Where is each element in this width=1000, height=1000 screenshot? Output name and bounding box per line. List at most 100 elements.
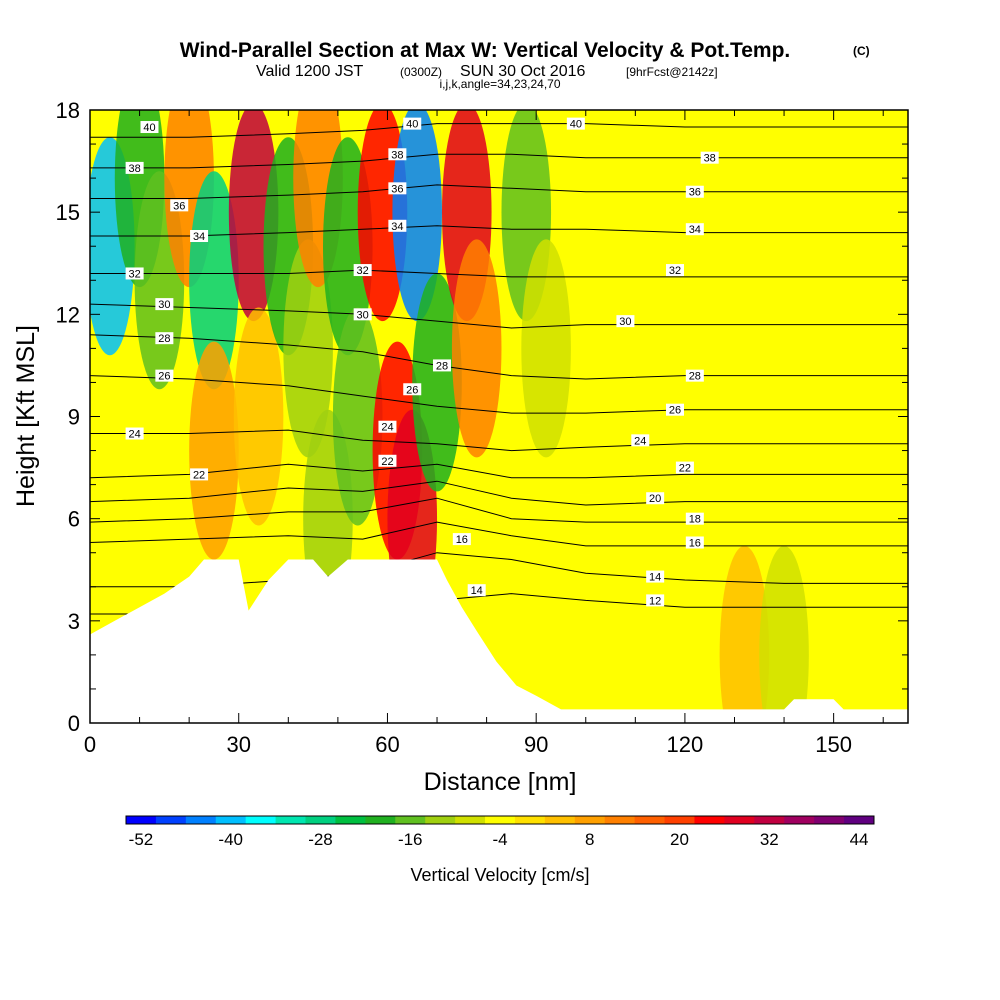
contour-label-box (388, 148, 407, 161)
contour-label-box (140, 121, 159, 134)
contour-label: 34 (388, 219, 407, 233)
contour-label-box (646, 594, 665, 607)
contour-label-text: 40 (406, 119, 418, 131)
contour-label-text: 20 (649, 493, 661, 505)
colorbar-swatch (514, 816, 546, 824)
plot-area: 40 38 36 34 32 30 28 26 24 22 40 38 36 34 32 30 28 26 24 22… (89, 109, 909, 724)
x-tick-label: 120 (667, 732, 704, 757)
contour-label-box (190, 468, 209, 481)
isentrope-34 (90, 225, 908, 237)
contour-label-text: 22 (193, 469, 205, 481)
contour-label: 26 (665, 403, 684, 417)
isentrope-32 (90, 269, 908, 278)
isentrope-26 (90, 375, 908, 414)
w-cell (412, 273, 462, 492)
contour-label-box (155, 369, 174, 382)
x-tick-label: 60 (375, 732, 399, 757)
contour-label-text: 34 (193, 231, 205, 243)
contour-label: 16 (685, 536, 704, 550)
contour-label: 40 (403, 117, 422, 131)
colorbar-swatch (814, 816, 845, 824)
colorbar-swatch (425, 816, 456, 824)
w-cell (283, 239, 333, 458)
contour-label-box (190, 230, 209, 243)
contour-label-text: 34 (689, 224, 701, 236)
contour-label-text: 24 (634, 435, 646, 447)
potential-temperature-contours (90, 123, 908, 615)
contour-label: 30 (353, 308, 372, 321)
contour-label-text: 36 (391, 183, 403, 195)
contour-label-box (125, 427, 144, 440)
colorbar-swatch (544, 816, 576, 824)
isentrope-40 (90, 123, 908, 138)
y-tick-label: 3 (68, 609, 80, 634)
contour-label-box (432, 359, 451, 372)
contour-label-box (675, 461, 694, 474)
w-cell (332, 307, 383, 526)
section-indices: i,j,k,angle=34,23,24,70 (439, 77, 560, 91)
contour-label-text: 30 (158, 299, 170, 311)
colorbar-swatch (634, 816, 666, 824)
colorbar-swatch (305, 816, 336, 824)
colorbar-tick-label: -16 (398, 830, 423, 849)
valid-date: SUN 30 Oct 2016 (460, 63, 586, 80)
w-cell (600, 545, 651, 723)
contour-label: 22 (378, 454, 397, 468)
contour-label-text: 14 (471, 585, 483, 597)
contour-label: 32 (125, 267, 144, 280)
x-tick-label: 90 (524, 732, 548, 757)
contour-label: 34 (685, 223, 704, 236)
colorbar-swatch (455, 816, 486, 824)
isentrope-28 (90, 334, 908, 380)
contour-label-box (566, 117, 585, 130)
isentrope-18 (90, 497, 908, 523)
x-tick-label: 30 (226, 732, 250, 757)
contour-label-text: 16 (689, 538, 701, 550)
contour-label: 14 (467, 584, 486, 597)
contour-label: 28 (685, 369, 704, 383)
contour-label-text: 38 (391, 149, 403, 161)
contour-label-box (685, 369, 704, 382)
w-cell (719, 545, 770, 723)
contour-label: 22 (675, 461, 694, 475)
contour-label: 24 (631, 434, 650, 447)
y-tick-label: 9 (68, 405, 80, 430)
colorbar-label: Vertical Velocity [cm/s] (410, 865, 589, 885)
contour-label: 36 (685, 185, 704, 199)
y-tick-label: 12 (56, 302, 80, 327)
contour-label-box (646, 570, 665, 583)
contour-label: 22 (190, 468, 209, 481)
contour-label-box (403, 383, 422, 396)
y-axis-label: Height [Kft MSL] (12, 325, 40, 507)
colorbar-tick-label: 32 (760, 830, 779, 849)
contour-label-text: 12 (649, 595, 661, 607)
contour-label: 20 (646, 492, 665, 505)
colorbar-swatch (185, 816, 217, 824)
contour-label-box (616, 315, 635, 328)
contour-label-box (125, 161, 144, 174)
y-tick-label: 6 (68, 507, 80, 532)
w-cell (759, 545, 809, 723)
contour-label-box (685, 223, 704, 236)
contour-label-box (125, 267, 144, 280)
contour-label-box (155, 332, 174, 345)
isentrope-22 (90, 463, 908, 479)
contour-label-text: 30 (357, 309, 369, 321)
contour-label: 26 (403, 383, 422, 396)
contour-label-box (700, 151, 719, 164)
contour-label-box (388, 182, 407, 195)
contour-label-text: 28 (689, 371, 701, 383)
x-tick-label: 0 (84, 732, 96, 757)
colorbar-tick-label: -28 (308, 830, 333, 849)
w-cell (233, 307, 284, 526)
contour-label-box (685, 185, 704, 198)
contour-label: 12 (646, 594, 665, 607)
isentrope-30 (90, 303, 908, 329)
contour-label-text: 14 (649, 572, 661, 584)
contour-label-box (467, 584, 486, 597)
contour-label-text: 38 (704, 153, 716, 165)
contour-label-text: 22 (381, 456, 393, 468)
contour-label-box (403, 117, 422, 130)
isentrope-16 (90, 521, 908, 547)
colorbar-swatch (754, 816, 785, 824)
